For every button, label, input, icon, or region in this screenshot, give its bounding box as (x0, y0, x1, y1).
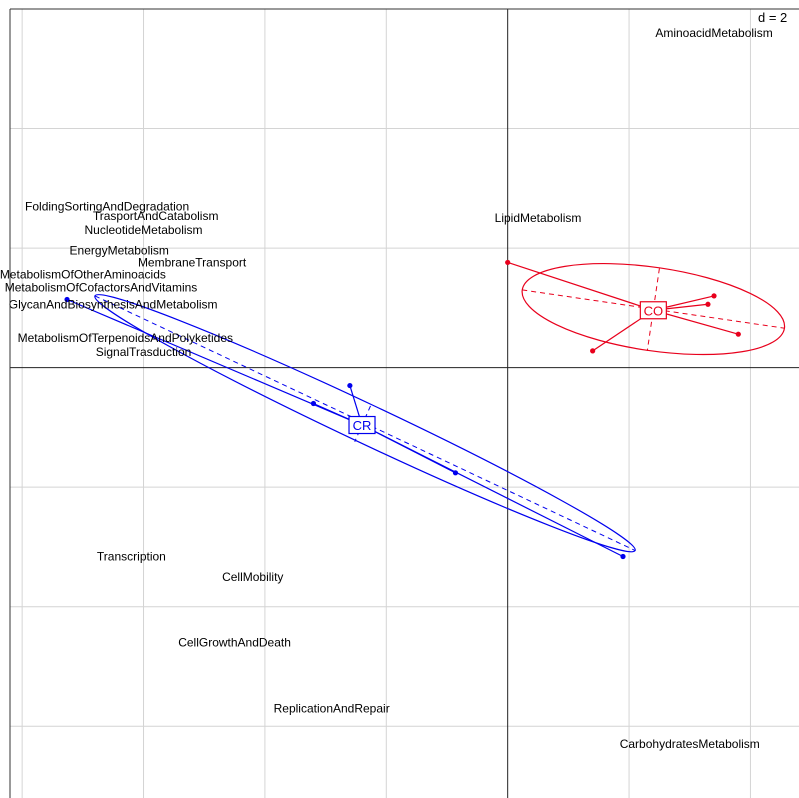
variable-label: AminoacidMetabolism (655, 26, 772, 40)
sample-point (705, 301, 711, 307)
star-segment (653, 309, 739, 335)
group-label: CR (353, 418, 372, 433)
ellipse-minor-axis (646, 268, 660, 351)
variable-label: MembraneTransport (138, 255, 247, 269)
groups: CR CO (64, 259, 786, 560)
variable-label: FoldingSortingAndDegradation (25, 199, 189, 213)
variable-labels: AminoacidMetabolism LipidMetabolism Foldin… (0, 26, 773, 751)
scale-label: d = 2 (758, 10, 787, 25)
group-label-box (348, 415, 376, 435)
variable-label: ReplicationAndRepair (274, 701, 390, 715)
variable-label: LipidMetabolism (495, 211, 582, 225)
group-cr: CR (64, 294, 636, 560)
variable-label: CellMobility (222, 570, 283, 584)
variable-label: MetabolismOfTerpenoidsAndPolyketides (18, 331, 233, 345)
variable-label: SignalTrasduction (96, 345, 192, 359)
sample-point (347, 382, 353, 389)
sample-point (735, 331, 741, 337)
variable-label: CellGrowthAndDeath (178, 636, 291, 650)
star-segment (507, 261, 654, 311)
group-co: CO (505, 259, 786, 356)
variable-label: GlycanAndBiosynthesisAndMetabolism (9, 297, 218, 311)
variable-label: CarbohydratesMetabolism (620, 737, 760, 751)
variable-label: TrasportAndCatabolism (93, 209, 219, 223)
sample-point (505, 259, 511, 266)
sample-point (64, 296, 70, 303)
sample-point (590, 348, 596, 354)
sample-point (620, 553, 626, 560)
sample-point (711, 293, 717, 299)
variable-label: MetabolismOfOtherAminoacids (0, 267, 166, 281)
variable-label: NucleotideMetabolism (84, 223, 202, 237)
group-label: CO (644, 303, 664, 318)
sample-point (310, 400, 317, 407)
scale-label-bg (754, 10, 799, 26)
variable-label: Transcription (97, 550, 166, 564)
variable-label: MetabolismOfCofactorsAndVitamins (5, 281, 198, 295)
group-label-box (639, 301, 667, 320)
axes (10, 9, 799, 798)
ellipse-major-axis (522, 289, 785, 329)
variable-label: EnergyMetabolism (70, 243, 169, 257)
star-segment (361, 424, 624, 558)
